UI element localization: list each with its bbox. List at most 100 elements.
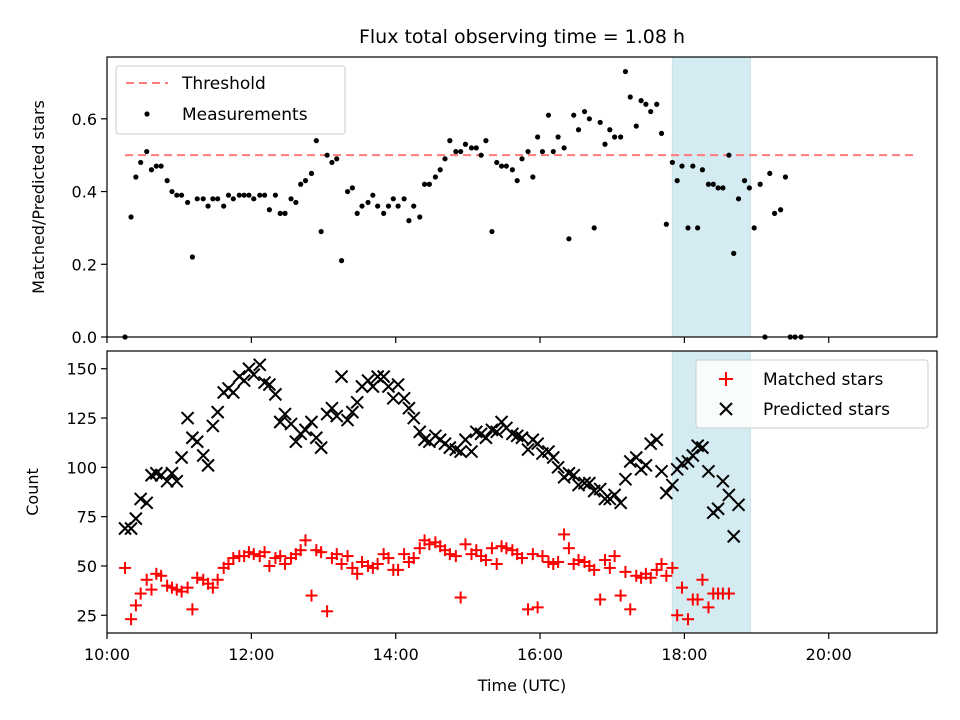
matched-point <box>258 546 271 559</box>
measurement-point <box>685 225 691 231</box>
predicted-point <box>370 369 385 384</box>
predicted-point-stroke <box>644 436 658 451</box>
matched-point <box>485 542 498 555</box>
measurement-point <box>679 163 685 169</box>
measurement-point <box>381 210 387 216</box>
measurement-point <box>591 225 597 231</box>
predicted-point <box>304 415 319 429</box>
predicted-point-stroke <box>149 466 164 480</box>
measurement-point <box>447 138 453 144</box>
predicted-point-stroke <box>350 395 364 409</box>
measurement-point <box>575 127 582 133</box>
matched-point <box>666 561 679 574</box>
measurement-point <box>221 203 227 209</box>
measurement-point <box>757 181 763 187</box>
predicted-point-stroke <box>273 415 287 429</box>
predicted-point-stroke <box>629 450 643 465</box>
x-tick-label: 12:00 <box>228 645 274 664</box>
predicted-point <box>247 367 261 382</box>
legend-predicted-label: Predicted stars <box>763 400 890 420</box>
predicted-point-stroke <box>201 458 215 473</box>
measurement-point <box>390 196 396 202</box>
predicted-point-stroke <box>402 401 416 415</box>
predicted-point-stroke <box>659 486 674 500</box>
predicted-point <box>654 464 669 479</box>
predicted-point-stroke <box>485 423 499 437</box>
measurement-point <box>293 199 299 206</box>
measurement-point <box>178 192 185 198</box>
measurement-point <box>302 178 309 184</box>
bottom-panel: 25 50 75 100 125 150 10:00 12:00 14:00 16:00 18:0… <box>23 350 938 695</box>
predicted-point-stroke <box>237 373 251 388</box>
measurement-point <box>246 192 252 198</box>
predicted-point-stroke <box>711 502 725 516</box>
measurement-point <box>458 148 464 155</box>
measurement-point <box>128 214 134 220</box>
matched-point <box>522 603 535 616</box>
measurement-point <box>462 141 469 147</box>
predicted-point <box>386 391 400 406</box>
predicted-point-stroke <box>206 419 220 433</box>
matched-point <box>335 557 348 570</box>
predicted-point-stroke <box>253 358 267 372</box>
matched-point <box>682 613 694 626</box>
measurement-point <box>618 134 624 140</box>
predicted-point-stroke <box>190 435 204 449</box>
legend-matched-label: Matched stars <box>763 370 883 390</box>
x-tick-label: 20:00 <box>806 645 852 664</box>
predicted-point <box>160 474 174 488</box>
bottom-y-tick-label: 125 <box>66 409 97 428</box>
predicted-point-stroke <box>654 464 669 479</box>
measurement-point <box>782 174 789 180</box>
predicted-point <box>479 431 493 445</box>
top-y-tick-label: 0.4 <box>72 183 97 202</box>
predicted-point <box>515 431 529 445</box>
predicted-point <box>607 488 622 502</box>
predicted-point-stroke <box>505 427 520 441</box>
measurement-point <box>674 178 680 184</box>
matched-point <box>552 556 565 569</box>
bottom-y-tick-label: 100 <box>66 458 97 477</box>
predicted-point-stroke <box>515 431 529 445</box>
predicted-point <box>731 498 746 512</box>
measurement-point <box>715 185 721 191</box>
predicted-point-stroke <box>165 466 179 480</box>
measurement-point <box>200 196 206 202</box>
matched-point <box>536 550 549 563</box>
measurement-point <box>489 228 495 235</box>
predicted-point-stroke <box>391 377 405 392</box>
predicted-point <box>170 474 184 488</box>
matched-point <box>119 561 132 574</box>
predicted-point-stroke <box>469 425 483 439</box>
predicted-point <box>644 436 658 451</box>
predicted-point-stroke <box>314 440 328 455</box>
matched-point <box>227 552 240 565</box>
predicted-point-stroke <box>562 466 576 480</box>
predicted-point-stroke <box>376 369 391 384</box>
measurement-point <box>453 148 459 155</box>
predicted-point-stroke <box>582 476 597 490</box>
matched-point <box>500 542 513 555</box>
predicted-point-stroke <box>521 442 535 457</box>
predicted-point <box>458 433 473 447</box>
measurement-point <box>365 199 371 206</box>
predicted-point-stroke <box>397 391 411 406</box>
matched-point <box>449 550 462 563</box>
matched-point <box>655 557 668 570</box>
matched-point <box>443 548 456 561</box>
top-panel: 0.0 0.2 0.4 0.6 Matched/Predicted stars Thr… <box>29 56 938 347</box>
predicted-point-stroke <box>381 379 396 394</box>
measurement-point <box>261 192 268 198</box>
matched-point <box>315 546 328 559</box>
measurement-point <box>561 145 567 151</box>
matched-point <box>263 559 276 572</box>
predicted-point <box>582 476 597 490</box>
matched-point <box>691 593 704 606</box>
measurement-point <box>153 163 159 169</box>
predicted-point <box>273 415 287 429</box>
top-axes-frame <box>106 56 938 338</box>
predicted-point <box>453 444 468 459</box>
measurement-point <box>607 127 613 133</box>
measurement-point <box>597 119 603 126</box>
